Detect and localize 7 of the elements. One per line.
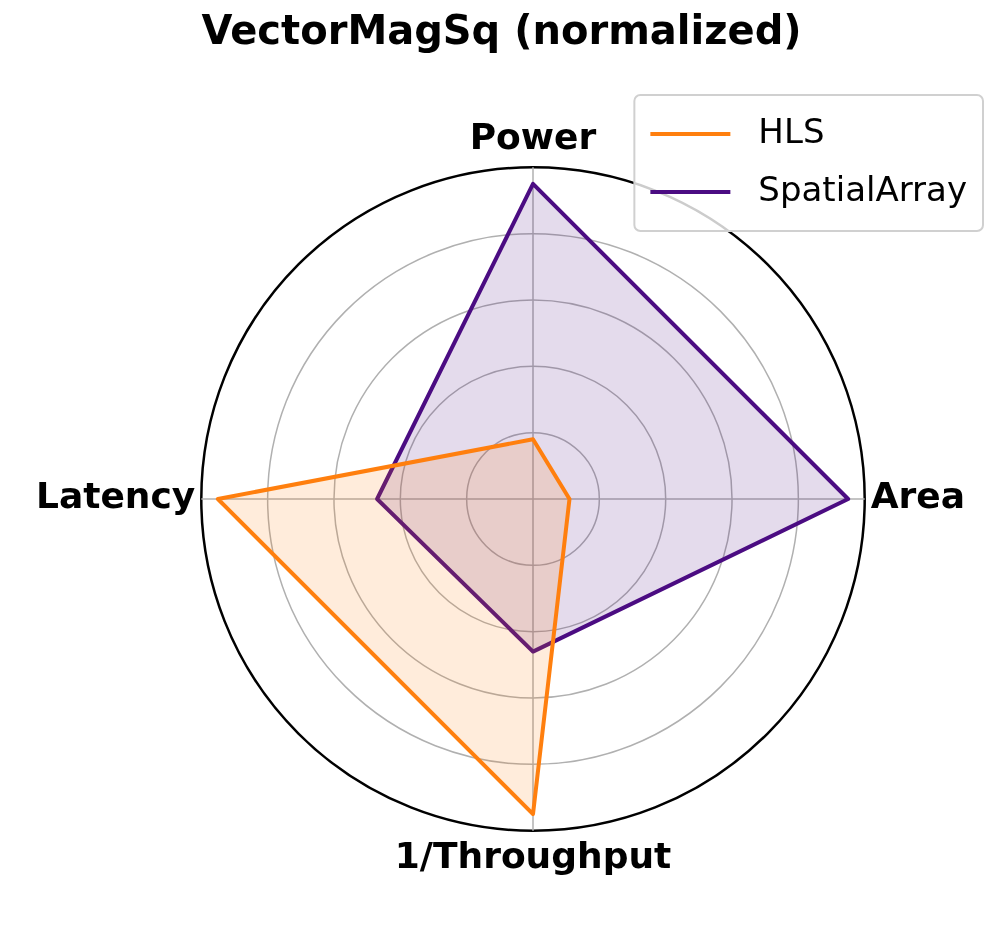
- spoke-label: 1/Throughput: [394, 834, 672, 876]
- spoke-label: Area: [870, 475, 966, 517]
- spoke-label: Power: [469, 116, 597, 158]
- chart-title: VectorMagSq (normalized): [201, 7, 802, 54]
- legend-label: HLS: [758, 110, 825, 151]
- legend-label: SpatialArray: [758, 168, 968, 209]
- spoke-label: Latency: [36, 475, 196, 517]
